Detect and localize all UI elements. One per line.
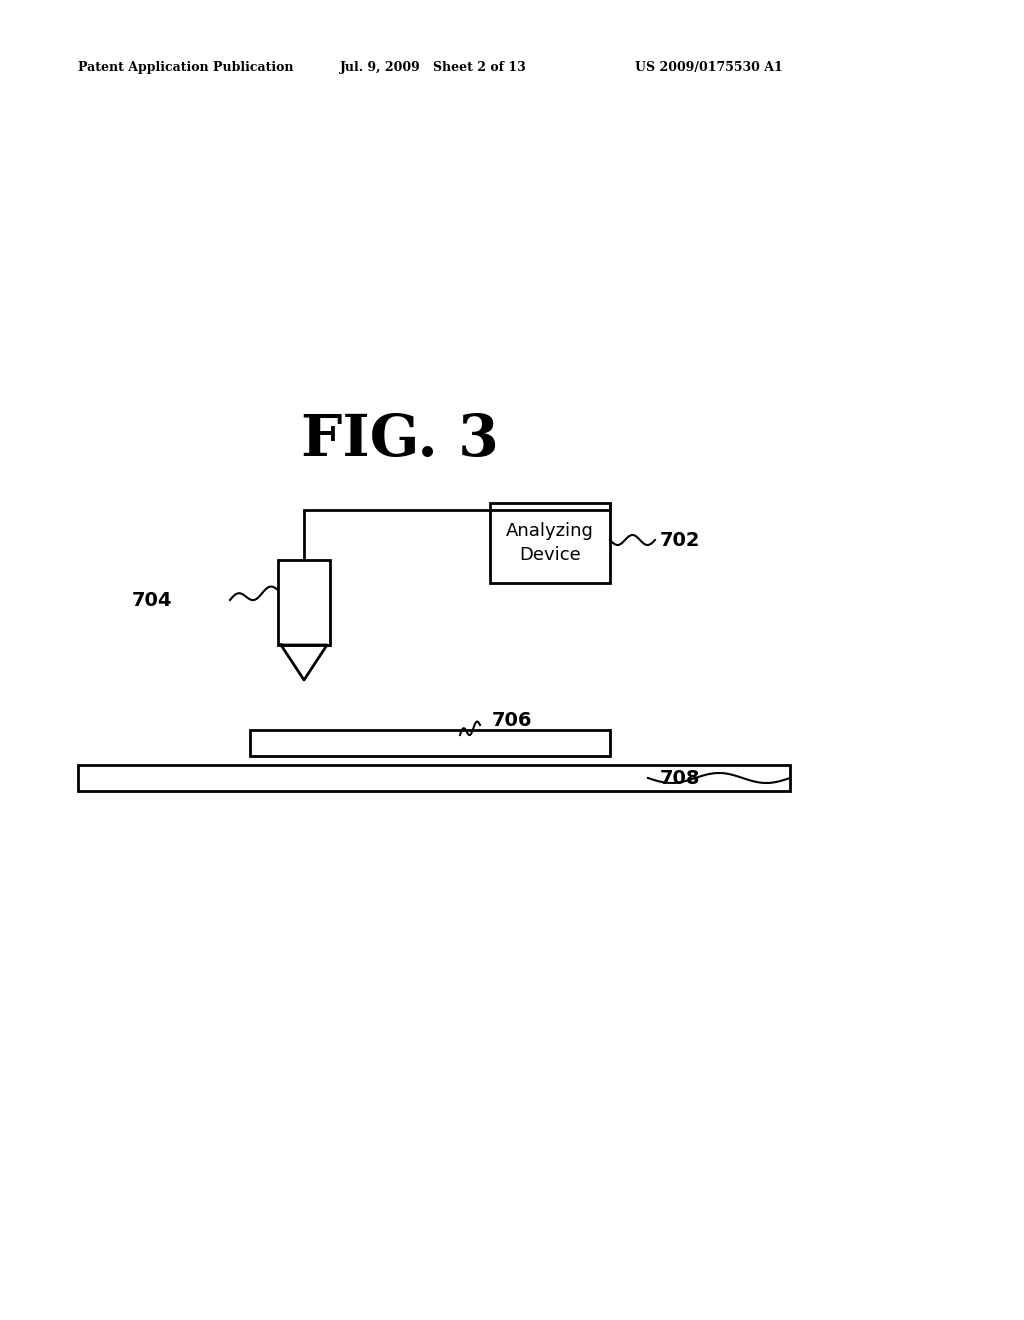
Text: Jul. 9, 2009   Sheet 2 of 13: Jul. 9, 2009 Sheet 2 of 13: [340, 62, 526, 74]
Bar: [78, 766, 790, 791]
Text: Analyzing
Device: Analyzing Device: [506, 521, 594, 565]
Text: Patent Application Publication: Patent Application Publication: [78, 62, 294, 74]
Text: FIG. 3: FIG. 3: [301, 412, 499, 469]
Bar: [490, 503, 610, 583]
Text: 706: 706: [492, 710, 532, 730]
Bar: [278, 560, 330, 645]
Text: US 2009/0175530 A1: US 2009/0175530 A1: [635, 62, 782, 74]
Bar: [250, 730, 610, 756]
Text: 704: 704: [131, 590, 172, 610]
Text: 702: 702: [660, 531, 700, 549]
Text: 708: 708: [660, 768, 700, 788]
